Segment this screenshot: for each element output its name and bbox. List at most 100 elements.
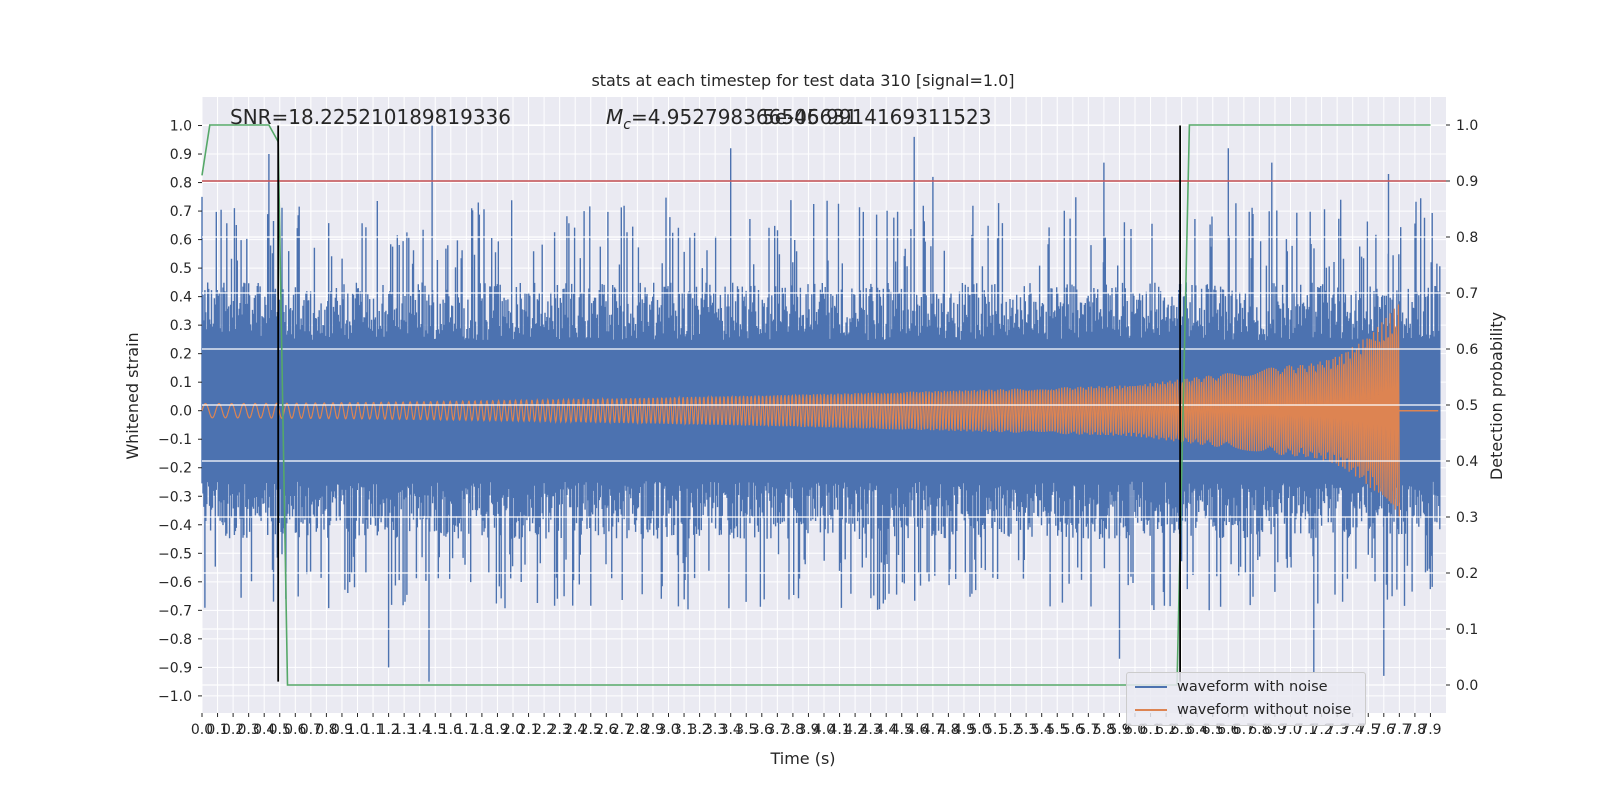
x-tick-label: 6.8: [1248, 722, 1270, 738]
x-tick-label: 4.0: [813, 722, 835, 738]
x-tick-label: 3.6: [751, 722, 773, 738]
right-y-axis-label: Detection probability: [1487, 312, 1506, 480]
x-tick-label: 0.6: [284, 722, 306, 738]
x-tick-label: 5.9: [1108, 722, 1130, 738]
left-y-tick-label: 0.9: [170, 147, 192, 163]
x-axis-ticks: 0.00.10.20.30.40.50.60.70.80.91.01.11.21…: [191, 713, 1442, 738]
snr-annotation: SNR=18.225210189819336: [230, 105, 511, 129]
left-y-tick-label: 0.1: [170, 375, 192, 391]
left-y-tick-label: 0.5: [170, 261, 192, 277]
left-y-tick-label: 0.2: [170, 347, 192, 363]
x-tick-label: 2.6: [595, 722, 617, 738]
left-y-tick-label: 0.8: [170, 176, 192, 192]
x-tick-label: 2.2: [533, 722, 555, 738]
right-y-tick-label: 0.4: [1456, 454, 1478, 470]
right-y-tick-label: 0.9: [1456, 174, 1478, 190]
x-tick-label: 4.5: [891, 722, 913, 738]
x-tick-label: 1.3: [393, 722, 415, 738]
x-tick-label: 4.6: [906, 722, 928, 738]
left-y-axis-ticks: 1.0 0.9 0.8 0.7 0.6 0.5 0.4 0.3 0.2 0.1 0.0 −0.1 −0.…: [158, 119, 202, 705]
left-y-tick-label: −1.0: [158, 689, 192, 705]
left-y-tick-label: 1.0: [170, 119, 192, 135]
x-tick-label: 6.4: [1186, 722, 1208, 738]
x-tick-label: 3.0: [657, 722, 679, 738]
x-tick-label: 6.7: [1233, 722, 1255, 738]
waveform-without-noise-series: [201, 304, 1439, 517]
x-tick-label: 3.3: [704, 722, 726, 738]
x-tick-label: 6.5: [1202, 722, 1224, 738]
x-tick-label: 5.7: [1077, 722, 1099, 738]
mc-symbol: M: [606, 105, 623, 129]
left-y-tick-label: 0.0: [170, 404, 192, 420]
detection-probability-series: [201, 124, 1431, 686]
x-tick-label: 1.5: [424, 722, 446, 738]
left-y-tick-label: −0.3: [158, 489, 192, 505]
x-tick-label: 5.2: [999, 722, 1021, 738]
waveform-without-noise-line: [201, 304, 1400, 517]
x-tick-label: 6.0: [1124, 722, 1146, 738]
legend: waveform with noise waveform without noi…: [1126, 672, 1366, 726]
x-tick-label: 5.6: [1062, 722, 1084, 738]
right-y-tick-label: 0.2: [1456, 566, 1478, 582]
right-y-tick-label: 0.0: [1456, 678, 1478, 694]
x-tick-label: 5.4: [1031, 722, 1053, 738]
legend-swatch-noise: [1135, 686, 1167, 688]
left-y-tick-label: −0.4: [158, 518, 192, 534]
legend-label-clean: waveform without noise: [1177, 702, 1352, 718]
x-tick-label: 3.2: [688, 722, 710, 738]
left-y-tick-label: −0.2: [158, 461, 192, 477]
x-tick-label: 1.7: [455, 722, 477, 738]
x-tick-label: 6.9: [1264, 722, 1286, 738]
chart-title: stats at each timestep for test data 310…: [591, 71, 1014, 90]
mc-value: =4.952798366546631: [631, 105, 858, 129]
legend-item-clean: waveform without noise: [1135, 699, 1351, 721]
x-tick-label: 7.3: [1326, 722, 1348, 738]
x-tick-label: 3.4: [720, 722, 742, 738]
left-y-tick-label: −0.6: [158, 575, 192, 591]
x-tick-label: 7.4: [1342, 722, 1364, 738]
x-tick-label: 3.1: [673, 722, 695, 738]
event-vertical-lines: [277, 125, 1181, 682]
x-tick-label: 2.7: [611, 722, 633, 738]
right-y-tick-label: 0.6: [1456, 342, 1478, 358]
x-tick-label: 0.0: [191, 722, 213, 738]
x-tick-label: 0.9: [331, 722, 353, 738]
x-tick-label: 4.2: [844, 722, 866, 738]
x-tick-label: 2.8: [626, 722, 648, 738]
right-y-tick-label: 0.8: [1456, 230, 1478, 246]
x-tick-label: 0.4: [253, 722, 275, 738]
x-tick-label: 4.3: [860, 722, 882, 738]
x-tick-label: 7.7: [1388, 722, 1410, 738]
left-y-tick-label: −0.9: [158, 660, 192, 676]
x-tick-label: 7.5: [1357, 722, 1379, 738]
x-tick-label: 3.7: [766, 722, 788, 738]
x-tick-label: 4.9: [953, 722, 975, 738]
x-tick-label: 6.3: [1171, 722, 1193, 738]
x-tick-label: 4.1: [828, 722, 850, 738]
left-y-tick-label: −0.7: [158, 603, 192, 619]
x-axis-label: Time (s): [769, 749, 835, 768]
x-tick-label: 2.4: [564, 722, 586, 738]
x-tick-label: 1.2: [377, 722, 399, 738]
x-tick-label: 0.5: [269, 722, 291, 738]
left-y-tick-label: −0.5: [158, 546, 192, 562]
right-y-tick-label: 0.5: [1456, 398, 1478, 414]
x-tick-label: 0.7: [300, 722, 322, 738]
left-y-tick-label: −0.1: [158, 432, 192, 448]
x-tick-label: 0.8: [315, 722, 337, 738]
left-y-axis-label: Whitened strain: [123, 332, 142, 459]
x-tick-label: 2.5: [580, 722, 602, 738]
mc-subscript: c: [623, 117, 631, 133]
x-tick-label: 6.2: [1155, 722, 1177, 738]
x-tick-label: 1.9: [486, 722, 508, 738]
right-y-tick-label: 1.0: [1456, 118, 1478, 134]
x-tick-label: 1.0: [346, 722, 368, 738]
x-tick-label: 2.1: [517, 722, 539, 738]
right-y-tick-label: 0.1: [1456, 622, 1478, 638]
right-y-tick-label: 0.3: [1456, 510, 1478, 526]
x-tick-label: 5.1: [984, 722, 1006, 738]
x-tick-label: 4.4: [875, 722, 897, 738]
x-tick-label: 7.6: [1373, 722, 1395, 738]
right-y-tick-label: 0.7: [1456, 286, 1478, 302]
